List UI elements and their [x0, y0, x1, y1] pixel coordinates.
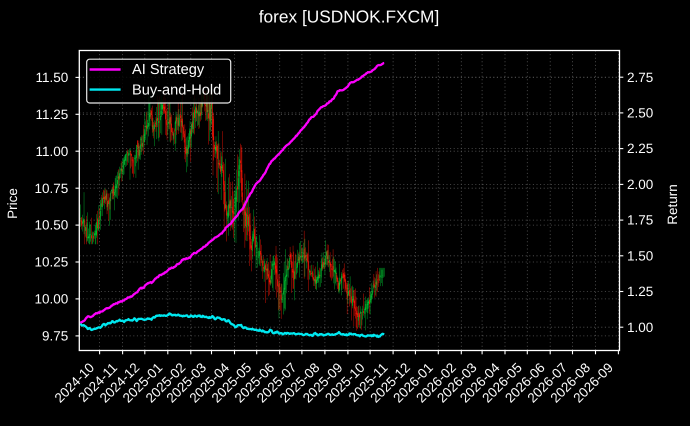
svg-text:forex [USDNOK.FXCM]: forex [USDNOK.FXCM]	[259, 7, 440, 27]
svg-text:9.75: 9.75	[42, 329, 68, 344]
svg-text:10.75: 10.75	[35, 181, 69, 196]
svg-text:1.25: 1.25	[627, 284, 653, 299]
svg-text:Buy-and-Hold: Buy-and-Hold	[132, 82, 221, 98]
svg-text:11.00: 11.00	[36, 144, 69, 159]
svg-text:AI Strategy: AI Strategy	[132, 62, 205, 78]
svg-text:10.50: 10.50	[35, 218, 69, 233]
svg-text:11.50: 11.50	[36, 70, 69, 85]
svg-text:2.25: 2.25	[627, 141, 653, 156]
svg-text:2.75: 2.75	[627, 70, 653, 85]
svg-text:Return: Return	[665, 184, 680, 225]
svg-text:10.00: 10.00	[35, 292, 69, 307]
svg-text:10.25: 10.25	[35, 255, 69, 270]
svg-text:1.75: 1.75	[627, 213, 653, 228]
svg-text:11.25: 11.25	[36, 107, 69, 122]
svg-text:2.00: 2.00	[627, 177, 653, 192]
svg-text:Price: Price	[5, 188, 20, 219]
svg-text:1.00: 1.00	[627, 320, 653, 335]
svg-text:1.50: 1.50	[627, 248, 653, 263]
svg-text:2.50: 2.50	[627, 106, 653, 121]
